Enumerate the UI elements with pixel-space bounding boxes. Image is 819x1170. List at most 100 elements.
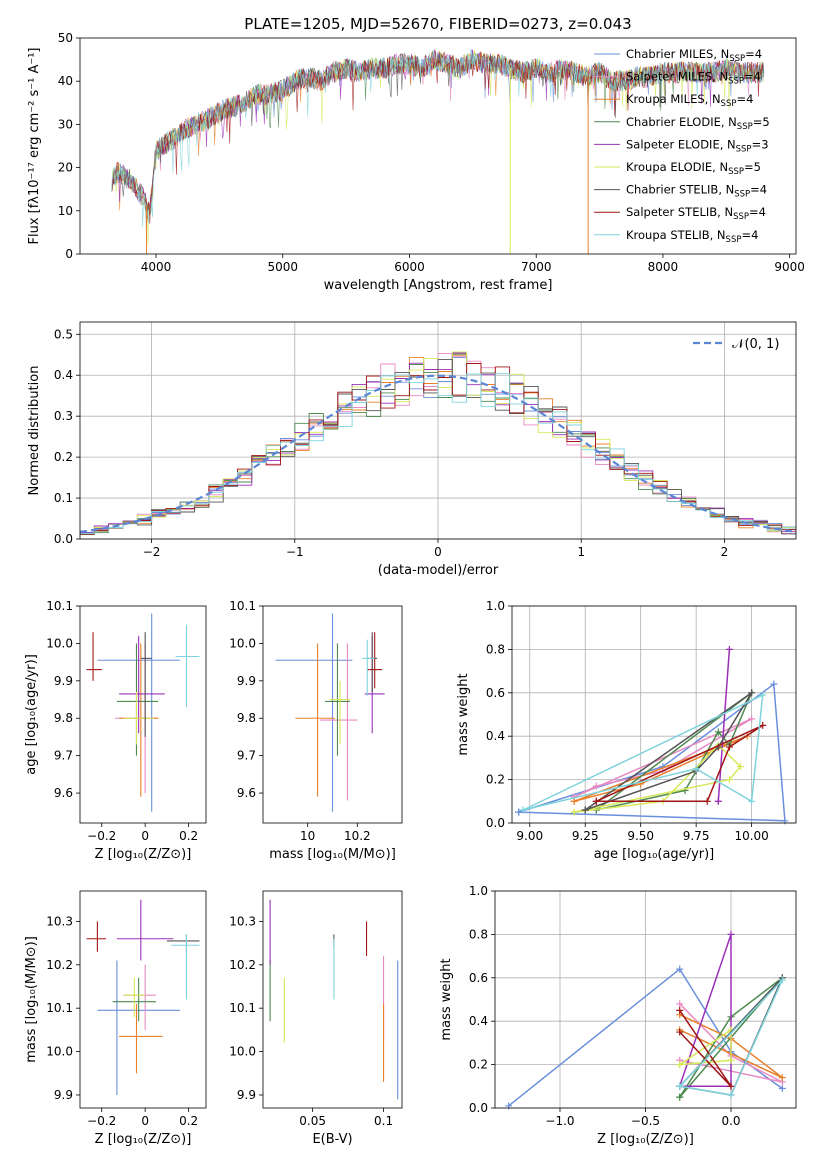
legend-tail: =3 [752,137,769,151]
x-tick-label: 6000 [394,260,425,274]
x-tick-label: −1 [286,545,304,559]
y-tick-label: 10.0 [229,636,256,650]
y-axis-label: Normed distribution [27,366,42,496]
weight-point [676,1028,684,1036]
legend-entry: Chabrier ELODIE, NSSP=5 [626,115,770,132]
y-tick-label: 0.6 [486,686,505,700]
weight-point [759,721,767,729]
legend-tail: =4 [750,183,767,197]
legend-text: Kroupa ELODIE, N [626,160,728,174]
x-tick-label: 9.25 [572,829,599,843]
weight-point [714,797,722,805]
y-tick-label: 10.2 [46,958,73,972]
axes-age_vs_Z: −0.2 0 0.2 9.6 9.7 9.8 9.9 10.0 10.1 Z [log₁₀(Z/Z… [24,599,198,862]
legend-text: Chabrier MILES, N [626,47,729,61]
weight-point [725,743,733,751]
y-tick-label: 50 [58,31,73,45]
legend-tail: =4 [736,92,753,106]
histogram-steps [80,351,796,536]
weight-point [725,645,733,653]
weight-point [570,797,578,805]
y-tick-label: 10 [58,204,73,218]
y-tick-label: 0.0 [54,532,73,546]
weight-point [727,930,735,938]
legend-text: Salpeter ELODIE, N [626,137,736,151]
y-tick-label: 0.4 [486,729,505,743]
x-tick-label: 4000 [141,260,172,274]
weight-point [515,808,523,816]
plot-frame-spectrum [79,37,797,255]
errorbars-age_vs_mass [275,613,385,812]
x-tick-label: 0.1 [374,1114,393,1128]
y-axis-label: mass weight [456,673,471,755]
y-tick-label: 10.1 [229,1001,256,1015]
x-tick-label: 1 [577,545,585,559]
legend-sub: SSP [728,167,744,177]
y-tick-label: 9.9 [237,674,256,688]
y-tick-label: 1.0 [469,884,488,898]
weight-point [778,1084,786,1092]
legend-text: Kroupa MILES, N [626,92,721,106]
legend-sub: SSP [734,190,750,200]
weight-line [678,934,732,1088]
y-tick-label: 0.2 [54,450,73,464]
weight-point [770,680,778,688]
x-tick-label: 0.2 [179,829,198,843]
weight-point [778,976,786,984]
x-axis-label: age [log₁₀(age/yr)] [594,847,715,862]
x-tick-label: −0.5 [631,1114,660,1128]
legend-sub: SSP [721,99,737,109]
legend-sub: SSP [726,235,742,245]
weight-line [573,743,742,813]
y-tick-label: 10.3 [46,914,73,928]
axes-spectrum: 4000 5000 6000 7000 8000 9000 0 10 20 30 40 50 wavel… [27,31,805,293]
chart-title: PLATE=1205, MJD=52670, FIBERID=0273, z=0… [244,15,631,33]
x-tick-label: 0 [434,545,442,559]
legend-entry: 𝒩(0, 1) [732,337,779,352]
y-tick-label: 9.7 [237,749,256,763]
legend-sub: SSP [736,144,752,154]
y-tick-label: 0.4 [469,1014,488,1028]
weight-point [748,689,756,697]
legend-text: Kroupa STELIB, N [626,228,726,242]
legend-text: Salpeter MILES, N [626,70,728,84]
series-weight_vs_age [515,645,789,825]
x-tick-label: 5000 [267,260,298,274]
errorbars-age_vs_Z [86,613,200,812]
legend-entry: Chabrier STELIB, NSSP=4 [626,183,767,200]
legend-tail: =5 [744,160,761,174]
y-tick-label: 0.0 [486,816,505,830]
y-tick-label: 0.1 [54,491,73,505]
x-tick-label: 0.0 [721,1114,740,1128]
x-tick-label: 0.05 [299,1114,326,1128]
weight-point [592,782,600,790]
weight-point [676,1000,684,1008]
plot-frame-weight_vs_age [511,605,797,824]
plot-frame-mass_vs_Z [79,890,207,1109]
y-axis-label: age [log₁₀(age/yr)] [24,654,39,775]
y-tick-label: 9.7 [54,749,73,763]
weight-point [676,1006,684,1014]
legend-tail: =5 [753,115,770,129]
y-tick-label: 10.2 [229,958,256,972]
weight-point [676,1061,684,1069]
x-tick-label: 10 [300,829,315,843]
legend-text: Chabrier ELODIE, N [626,115,737,129]
weight-point [727,1082,735,1090]
axes-weight_vs_age: 9.00 9.25 9.50 9.75 10.00 0.0 0.2 0.4 0.6 0.8 1.0 a… [456,599,796,862]
y-tick-label: 0.4 [54,368,73,382]
x-tick-label: −2 [143,545,161,559]
legend-text: Salpeter STELIB, N [626,205,733,219]
weight-point [519,806,527,814]
x-tick-label: 7000 [521,260,552,274]
x-axis-label: (data-model)/error [378,563,499,578]
y-tick-label: 9.9 [237,1088,256,1102]
weight-point [759,691,767,699]
y-tick-label: 9.8 [237,711,256,725]
y-tick-label: 0.0 [469,1101,488,1115]
y-axis-label: mass [log₁₀(M/M⊙)] [24,936,39,1063]
x-tick-label: 10.00 [734,829,768,843]
y-tick-label: 10.1 [229,599,256,613]
weight-line [717,649,731,802]
